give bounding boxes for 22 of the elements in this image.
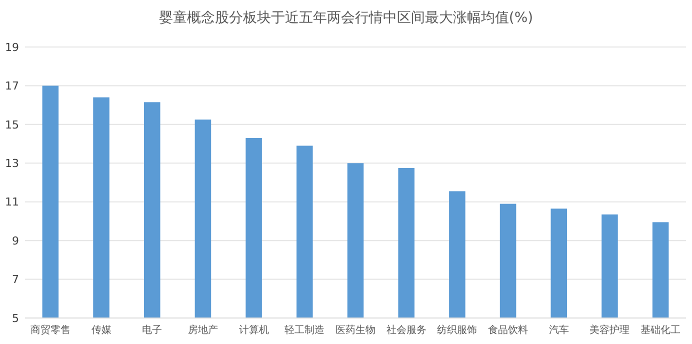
y-tick-label: 13: [5, 156, 19, 170]
x-tick-label: 计算机: [238, 324, 269, 336]
x-tick-label: 轻工制造: [284, 324, 325, 336]
x-tick-label: 汽车: [548, 324, 569, 336]
x-tick-label: 基础化工: [640, 324, 681, 336]
x-tick-label: 纺织服饰: [437, 324, 478, 336]
x-tick-label: 美容护理: [590, 324, 630, 336]
x-tick-label: 食品饮料: [488, 324, 528, 336]
y-tick-label: 17: [5, 80, 19, 93]
x-tick-label: 医药生物: [336, 324, 376, 336]
y-tick-label: 15: [5, 118, 19, 132]
x-tick-label: 社会服务: [386, 324, 426, 336]
x-tick-label: 房地产: [188, 324, 218, 336]
y-tick-label: 19: [5, 40, 19, 54]
y-tick-label: 5: [12, 312, 19, 325]
chart-title: 婴童概念股分板块于近五年两会行情中区间最大涨幅均值(%): [158, 10, 534, 26]
y-tick-label: 9: [12, 234, 19, 248]
y-tick-label: 11: [5, 196, 19, 209]
x-tick-label: 商贸零售: [30, 324, 70, 336]
x-tick-label: 电子: [142, 324, 162, 336]
y-tick-label: 7: [12, 273, 19, 286]
x-tick-label: 传媒: [91, 325, 112, 336]
